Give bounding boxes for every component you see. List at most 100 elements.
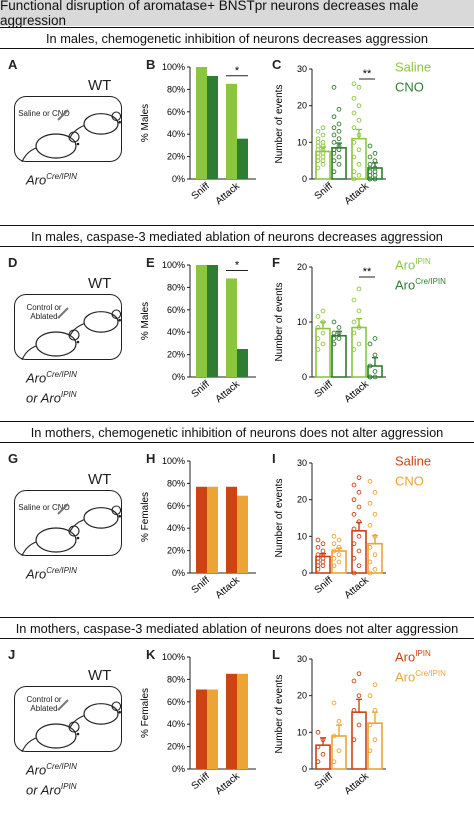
data-point xyxy=(367,748,373,754)
cage-box xyxy=(14,96,122,162)
significance-marker: ** xyxy=(363,68,372,80)
legend-entry: CNO xyxy=(395,473,424,489)
data-point xyxy=(367,363,373,369)
bar xyxy=(226,486,237,573)
x-tick-label: Attack xyxy=(343,378,372,405)
y-axis-label: % Females xyxy=(140,492,151,542)
x-tick-label: Sniff xyxy=(190,379,212,400)
data-point xyxy=(351,570,357,576)
x-tick-label: Attack xyxy=(214,574,243,601)
genotype-label: AroCre/IPIN or AroIPIN xyxy=(26,366,77,407)
significance-marker: * xyxy=(235,65,240,77)
x-tick-label: Attack xyxy=(343,770,372,797)
x-tick-label: Sniff xyxy=(313,181,335,202)
genotype-label: AroCre/IPIN xyxy=(26,562,77,582)
data-point xyxy=(336,106,342,112)
y-tick-label: 100% xyxy=(162,260,185,270)
data-point xyxy=(351,482,357,488)
intruder-mouse-icon xyxy=(69,505,122,532)
wt-label: WT xyxy=(88,275,112,292)
data-point xyxy=(372,682,378,688)
mouse-illustration xyxy=(21,307,122,360)
panel-label: A xyxy=(8,57,18,72)
bar xyxy=(237,673,248,769)
data-point xyxy=(336,718,342,724)
y-tick-label: 10 xyxy=(297,317,307,327)
cage-treatment-label: Saline or CNO xyxy=(18,503,70,512)
y-tick-label: 10 xyxy=(297,137,307,147)
events-chart: 0 10 20 30 Number of events Sniff Attack xyxy=(274,458,386,601)
y-tick-label: 40% xyxy=(167,523,185,533)
data-point xyxy=(336,559,342,565)
x-tick-label: Attack xyxy=(214,770,243,797)
legend: AroIPIN AroCre/IPIN xyxy=(395,253,446,294)
y-tick-label: 60% xyxy=(167,501,185,511)
panel-label: F xyxy=(272,255,280,270)
section-banner: In mothers, caspase-3 mediated ablation … xyxy=(0,617,474,639)
data-point xyxy=(351,347,357,352)
panel-label: K xyxy=(146,647,156,662)
data-point xyxy=(320,751,326,757)
data-point xyxy=(367,544,373,550)
x-tick-label: Sniff xyxy=(190,181,212,202)
data-point xyxy=(320,548,326,554)
data-point xyxy=(351,154,357,160)
data-point xyxy=(372,374,378,380)
data-point xyxy=(315,325,321,330)
percent-chart: 0% 20% 40% 60% 80% 100% % Males Sniff Attack * xyxy=(140,62,256,207)
data-point xyxy=(356,325,362,330)
figure-section: In mothers, chemogenetic inhibition of n… xyxy=(0,421,474,617)
data-point xyxy=(331,125,337,131)
data-point xyxy=(315,544,321,550)
data-point xyxy=(315,759,321,765)
data-point xyxy=(356,504,362,510)
x-tick-label: Attack xyxy=(214,378,243,405)
y-tick-label: 0% xyxy=(172,764,185,774)
data-point xyxy=(320,319,326,325)
data-point xyxy=(356,341,362,347)
events-chart: 0 10 20 30 Number of events Sniff Attack xyxy=(274,654,386,797)
data-point xyxy=(336,325,342,330)
data-point xyxy=(315,136,321,142)
y-axis-label: Number of events xyxy=(274,675,285,754)
data-point xyxy=(351,176,357,182)
genotype-line: or AroIPIN xyxy=(26,390,77,406)
mouse-illustration xyxy=(21,109,122,162)
data-point xyxy=(331,341,337,347)
y-axis-label: % Females xyxy=(140,688,151,738)
y-tick-label: 10 xyxy=(297,531,307,541)
data-point xyxy=(372,533,378,539)
data-point xyxy=(351,125,357,131)
data-point xyxy=(315,314,321,319)
data-point xyxy=(351,95,357,101)
data-point xyxy=(336,143,342,149)
y-tick-label: 0 xyxy=(302,174,307,184)
data-point xyxy=(356,548,362,554)
data-point xyxy=(351,330,357,336)
bar xyxy=(331,147,347,180)
bar xyxy=(237,138,248,179)
data-point xyxy=(372,737,378,743)
events-chart: 0 10 20 Number of events Sniff Attack ** xyxy=(274,262,386,405)
percent-chart: 0% 20% 40% 60% 80% 100% % Females Sniff Attack xyxy=(140,652,256,797)
data-point xyxy=(356,161,362,167)
data-point xyxy=(331,169,337,175)
bar xyxy=(315,327,331,378)
y-tick-label: 80% xyxy=(167,282,185,292)
data-point xyxy=(331,330,337,336)
bar xyxy=(315,555,331,574)
data-point xyxy=(351,526,357,532)
panel-label: L xyxy=(272,647,280,662)
genotype-line: AroCre/IPIN xyxy=(26,370,77,386)
data-point xyxy=(331,563,337,569)
data-point xyxy=(331,84,337,90)
data-point xyxy=(372,369,378,374)
data-point xyxy=(336,537,342,543)
x-tick-label: Sniff xyxy=(190,575,212,596)
data-point xyxy=(331,336,337,341)
panel-label: C xyxy=(272,57,282,72)
data-point xyxy=(356,489,362,495)
data-point xyxy=(331,759,337,765)
data-point xyxy=(372,150,378,156)
y-tick-label: 20% xyxy=(167,742,185,752)
